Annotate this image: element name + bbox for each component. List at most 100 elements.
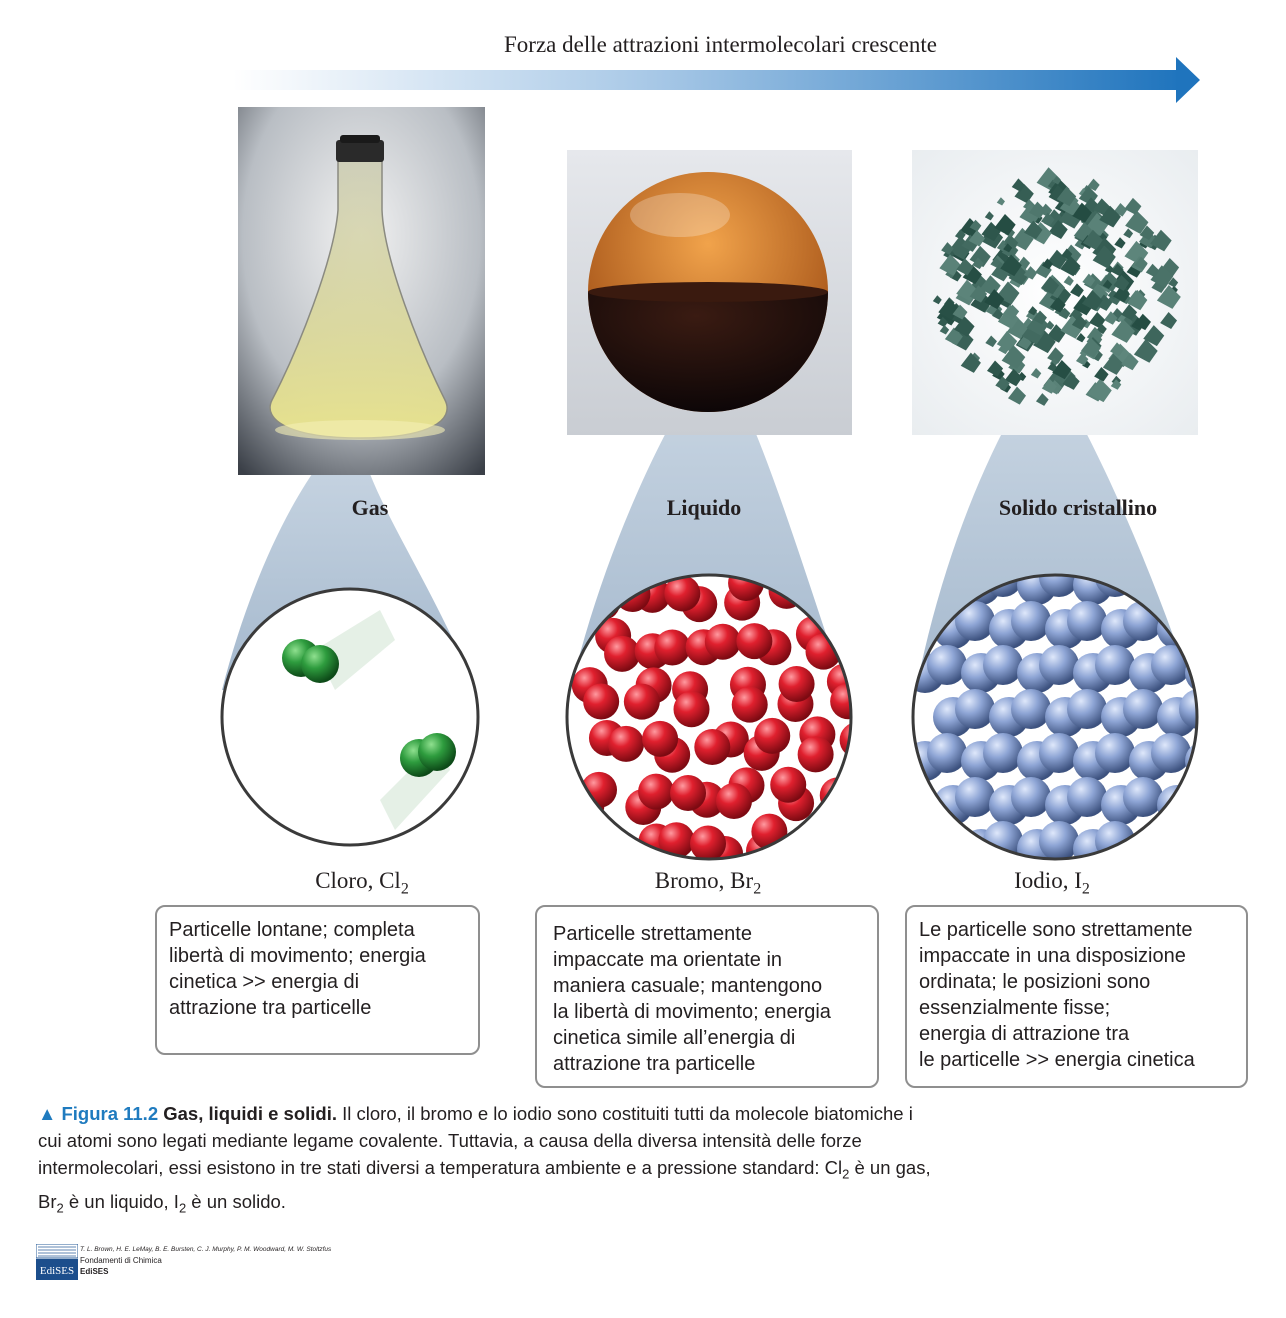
description-line: libertà di movimento; energia [169, 945, 426, 967]
bromine-atom [731, 686, 768, 723]
bromine-atom [853, 617, 889, 653]
bromine-atom [830, 683, 851, 720]
description-line: impaccate ma orientate in [553, 949, 783, 971]
crystal-flake [981, 221, 1001, 242]
crystal-flake [1114, 237, 1126, 249]
crystal-flake [1134, 256, 1148, 270]
crystal-flake [1081, 290, 1103, 311]
credits-authors: T. L. Brown, H. E. LeMay, B. E. Bursten,… [80, 1246, 332, 1253]
crystal-flake [1027, 306, 1038, 316]
bromine-atom [754, 717, 791, 754]
crystal-flake [962, 264, 982, 285]
crystal-flake [1126, 261, 1143, 278]
iodine-atom [1095, 733, 1135, 773]
crystal-flake [1110, 379, 1122, 390]
iodine-atom [1151, 645, 1191, 685]
description-box-liquid: Particelle strettamente impaccate ma ori… [535, 905, 879, 1088]
iodine-atom [955, 689, 995, 729]
bromine-atom [842, 819, 851, 856]
description-line: Particelle lontane; completa [169, 919, 415, 941]
iodine-atom [1095, 821, 1135, 859]
crystal-flake [1045, 320, 1055, 330]
crystal-flake [1168, 277, 1179, 288]
crystal-flake [1124, 197, 1142, 215]
crystal-flake [1076, 333, 1086, 343]
crystal-flake [1001, 345, 1026, 369]
bromine-atom [728, 575, 765, 602]
crystal-flake [937, 316, 948, 328]
bromine-atom [673, 691, 710, 728]
crystal-flake [954, 229, 966, 241]
state-label-solid: Solido cristallino [998, 495, 1158, 520]
crystal-flake [1088, 378, 1112, 403]
bromine-atom [839, 771, 851, 808]
credits-book: Fondamenti di Chimica [80, 1256, 162, 1265]
iodine-atom [1095, 645, 1135, 685]
substance-label-iodine: Iodio, I2 [1014, 868, 1090, 898]
crystal-flake [1030, 368, 1042, 379]
crystal-flake [1032, 310, 1047, 325]
crystal-flake [1121, 352, 1139, 371]
crystal-flake [996, 197, 1005, 206]
crystal-flake [960, 352, 981, 373]
iodine-atom [1151, 821, 1191, 859]
bromine-atom [819, 777, 851, 814]
crystal-flake [1102, 353, 1124, 375]
crystal-flake [972, 257, 984, 270]
crystal-flake [1150, 265, 1174, 288]
crystal-flake [1062, 372, 1080, 390]
crystal-flake [949, 269, 962, 282]
bromine-atom [812, 826, 849, 859]
bromine-atom [690, 825, 727, 859]
description-line: la libertà di movimento; energia [553, 1001, 831, 1023]
crystal-flake [941, 242, 954, 255]
crystal-flake [996, 330, 1018, 352]
bromine-atom [704, 623, 741, 660]
crystal-flake [994, 213, 1016, 236]
iodine-atom [1011, 777, 1051, 817]
bromine-atom [604, 635, 641, 672]
crystal-flake [1121, 304, 1138, 321]
crystal-flake [932, 295, 942, 305]
iodine-atom [1235, 601, 1275, 641]
crystal-flake [1060, 255, 1081, 277]
crystal-flake [1127, 289, 1148, 311]
crystal-flake [1111, 263, 1124, 277]
description-line: Le particelle sono strettamente [919, 919, 1193, 941]
caption-text: Il cloro, il bromo e lo iodio sono costi… [38, 1103, 913, 1178]
iodine-atom [955, 777, 995, 817]
crystal-flake [1104, 311, 1118, 325]
crystal-flake [1041, 378, 1057, 394]
iodine-atom [927, 645, 967, 685]
crystal-flake [1113, 285, 1131, 303]
caption-figure-label: Figura 11.2 [61, 1103, 159, 1124]
iodine-atom [1185, 575, 1197, 605]
crystal-flake [1081, 337, 1101, 358]
crystal-flake [1071, 202, 1092, 223]
crystal-flake [1134, 313, 1151, 331]
crystal-flake [1143, 325, 1165, 347]
crystal-flake [1035, 393, 1049, 406]
crystal-flake [952, 304, 968, 320]
state-label-gas: Gas [351, 495, 389, 520]
crystal-flake [1011, 178, 1026, 192]
crystal-flake [1007, 386, 1027, 405]
crystal-flake [1145, 263, 1160, 278]
crystal-flake [1092, 245, 1116, 269]
caption-title: Gas, liquidi e solidi. [163, 1103, 337, 1124]
iodine-atom [1235, 777, 1275, 817]
crystal-flake [1052, 175, 1062, 185]
crystal-flake [1102, 279, 1113, 290]
crystal-flake [991, 257, 1001, 268]
crystal-flake [1151, 277, 1167, 294]
iodine-atom [1017, 575, 1057, 605]
iodine-crystals-photo [912, 150, 1198, 435]
arrow-title: Forza delle attrazioni intermolecolari c… [504, 32, 937, 57]
state-label-liquid: Liquido [666, 495, 742, 520]
crystal-flake [991, 308, 1004, 320]
iodine-atom [1207, 733, 1247, 773]
description-line: impaccate in una disposizione [919, 945, 1186, 967]
iodine-atom [1039, 575, 1079, 597]
bromine-atom [855, 636, 891, 672]
